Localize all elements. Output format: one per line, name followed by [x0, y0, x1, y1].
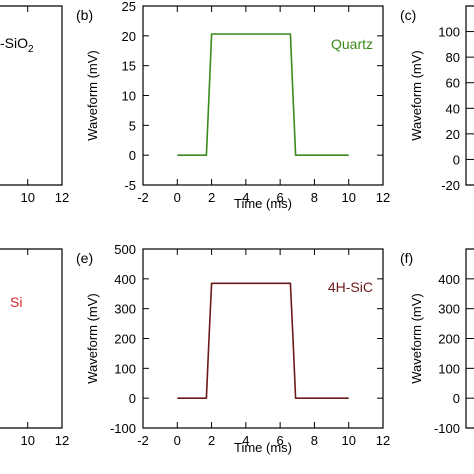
chart-panel-1: -5 0 5 10 15 20 25 -2 0 2 4 6 8 10 12 Time (ms) Waveform… — [76, 0, 390, 211]
y-tick-label: 100 — [438, 25, 460, 40]
y-tick-label: -100 — [110, 421, 136, 436]
y-tick-label: 10 — [122, 89, 136, 104]
x-tick-label: 10 — [20, 433, 34, 448]
y-axis-label: Waveform (mV) — [85, 50, 100, 141]
x-tick-label: 2 — [208, 433, 215, 448]
y-tick-label: -5 — [124, 178, 136, 193]
x-tick-label: 12 — [376, 190, 390, 205]
plot-frame — [142, 248, 384, 429]
x-tick-label: 12 — [376, 433, 390, 448]
y-tick-label: 5 — [129, 118, 136, 133]
x-tick-label: 0 — [174, 190, 181, 205]
x-tick-label: 2 — [208, 190, 215, 205]
y-tick-label: 100 — [438, 361, 460, 376]
x-tick-label: 4 — [242, 433, 249, 448]
y-tick-label: 15 — [122, 59, 136, 74]
chart-panel-0: 10 12 -SiO2 — [0, 5, 69, 205]
x-tick-label: 8 — [311, 433, 318, 448]
y-axis-label: Waveform (mV) — [409, 293, 424, 384]
panel-label: (e) — [76, 250, 93, 266]
y-tick-label: 300 — [114, 302, 136, 317]
chart-panel-5: 400 300 200 100 0 -100 Waveform (mV) (f) — [400, 248, 474, 436]
y-tick-label: 20 — [122, 29, 136, 44]
y-tick-label: 200 — [114, 332, 136, 347]
x-tick-label: 0 — [174, 433, 181, 448]
x-tick-label: 10 — [341, 433, 355, 448]
y-tick-label: 60 — [446, 76, 460, 91]
y-tick-label: 500 — [114, 242, 136, 257]
x-tick-label: 10 — [341, 190, 355, 205]
y-tick-label: 25 — [122, 0, 136, 14]
material-label-text: -SiO — [0, 35, 28, 51]
chart-panel-3: 10 12 Si — [0, 248, 69, 448]
x-axis-label: Time (ms) — [234, 440, 292, 455]
y-tick-label: 0 — [129, 148, 136, 163]
y-tick-label: 100 — [114, 361, 136, 376]
y-tick-label: 200 — [438, 332, 460, 347]
plot-frame — [0, 248, 63, 429]
chart-panel-4: -100 0 100 200 300 400 500 -2 0 2 4 6 8 10 12 Time (ms)… — [76, 242, 390, 455]
material-label: Si — [10, 294, 22, 310]
y-tick-label: 40 — [446, 101, 460, 116]
y-tick-label: 400 — [438, 272, 460, 287]
x-axis-label: Time (ms) — [234, 196, 292, 211]
x-tick-label: 6 — [277, 433, 284, 448]
y-tick-label: -20 — [441, 178, 460, 193]
y-tick-label: 0 — [453, 152, 460, 167]
x-tick-label: -2 — [137, 190, 149, 205]
chart-panel-2: 100 80 60 40 20 0 -20 Waveform (mV) (c) — [400, 5, 474, 193]
x-tick-label: 6 — [277, 190, 284, 205]
plot-frame — [0, 5, 63, 186]
y-axis-label: Waveform (mV) — [85, 293, 100, 384]
material-label: -SiO2 — [0, 35, 34, 55]
y-tick-label: 300 — [438, 302, 460, 317]
x-tick-label: 8 — [311, 190, 318, 205]
y-tick-label: 80 — [446, 50, 460, 65]
material-label: Quartz — [331, 36, 373, 52]
x-tick-label: 12 — [55, 190, 69, 205]
x-tick-label: -2 — [137, 433, 149, 448]
x-tick-label: 4 — [242, 190, 249, 205]
panel-label: (b) — [76, 7, 93, 23]
y-tick-label: 0 — [129, 391, 136, 406]
plot-frame — [142, 5, 384, 186]
panel-label: (c) — [400, 7, 416, 23]
panel-label: (f) — [400, 250, 413, 266]
material-label-subscript: 2 — [28, 44, 34, 55]
plot-frame — [465, 5, 474, 186]
y-axis-label: Waveform (mV) — [409, 50, 424, 141]
y-tick-label: 0 — [453, 391, 460, 406]
y-tick-label: 20 — [446, 127, 460, 142]
waveform-line — [177, 282, 349, 399]
x-tick-label: 12 — [55, 433, 69, 448]
material-label: 4H-SiC — [328, 279, 373, 295]
waveform-line — [177, 33, 349, 156]
y-tick-label: -100 — [434, 421, 460, 436]
y-tick-label: 400 — [114, 272, 136, 287]
x-tick-label: 10 — [20, 190, 34, 205]
